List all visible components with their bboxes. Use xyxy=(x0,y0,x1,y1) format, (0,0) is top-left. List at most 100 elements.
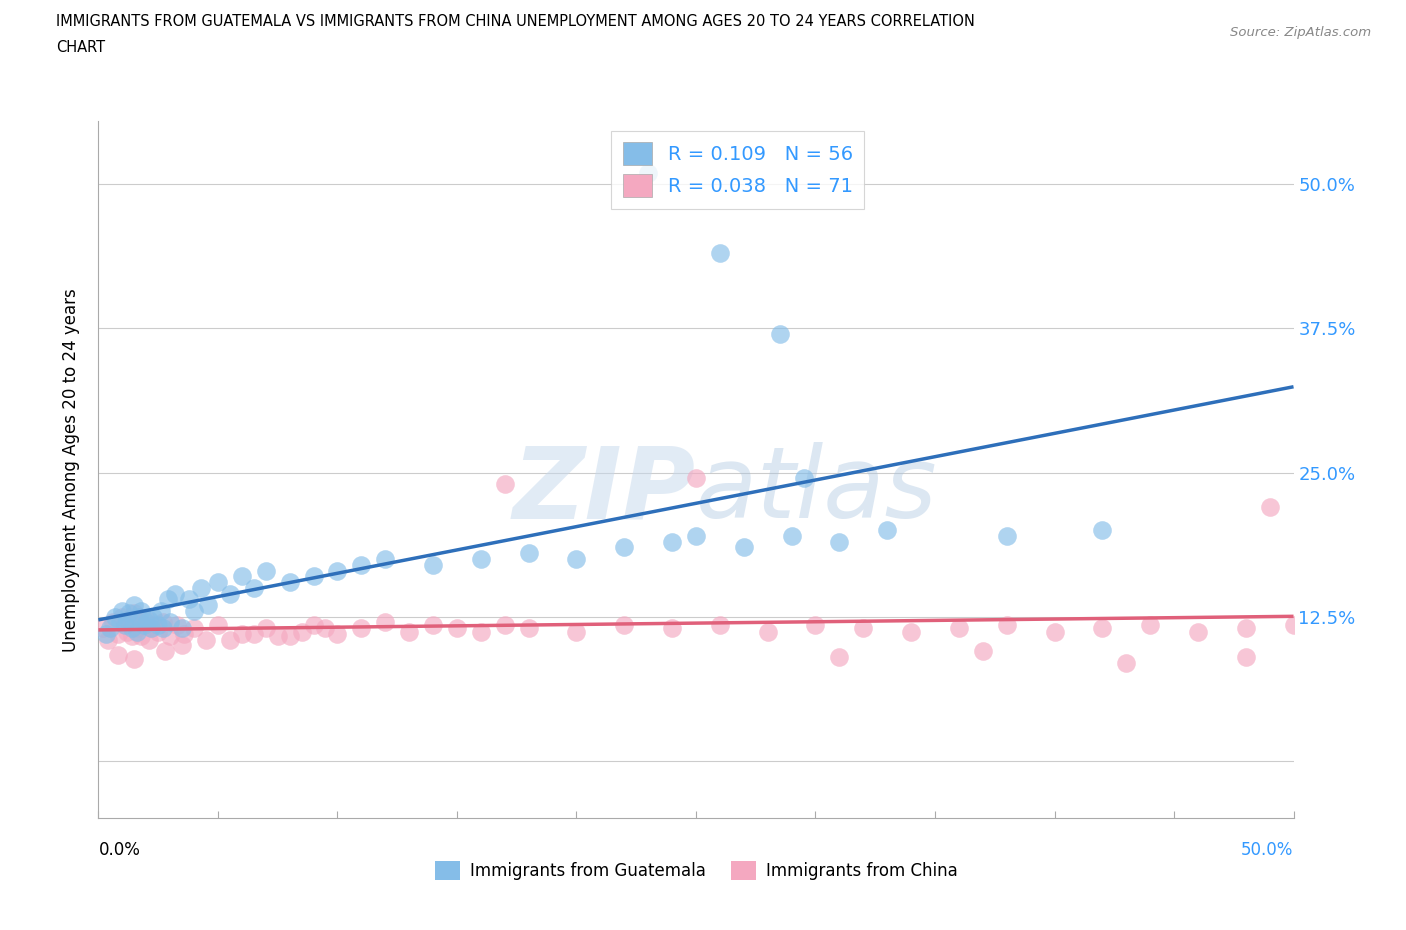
Y-axis label: Unemployment Among Ages 20 to 24 years: Unemployment Among Ages 20 to 24 years xyxy=(62,287,80,652)
Point xyxy=(422,557,444,572)
Point xyxy=(115,624,138,639)
Point xyxy=(124,598,146,613)
Point xyxy=(374,551,396,566)
Point xyxy=(107,647,129,662)
Point xyxy=(173,627,195,642)
Point xyxy=(172,638,194,653)
Point xyxy=(326,627,349,642)
Point xyxy=(97,632,120,647)
Point xyxy=(278,575,301,590)
Point xyxy=(138,613,160,628)
Point xyxy=(756,624,779,639)
Point xyxy=(517,546,540,561)
Point xyxy=(132,618,155,632)
Text: IMMIGRANTS FROM GUATEMALA VS IMMIGRANTS FROM CHINA UNEMPLOYMENT AMONG AGES 20 TO: IMMIGRANTS FROM GUATEMALA VS IMMIGRANTS … xyxy=(56,14,976,29)
Point xyxy=(124,652,146,667)
Point xyxy=(159,629,181,644)
Point xyxy=(125,620,148,635)
Point xyxy=(852,620,875,635)
Text: ZIP: ZIP xyxy=(513,442,696,539)
Point xyxy=(101,615,124,630)
Point xyxy=(148,618,170,632)
Point xyxy=(118,613,141,628)
Point xyxy=(350,557,373,572)
Point xyxy=(155,644,177,658)
Point xyxy=(302,569,325,584)
Point xyxy=(124,605,146,620)
Point xyxy=(1115,656,1137,671)
Point xyxy=(104,609,127,624)
Point xyxy=(219,586,242,601)
Point xyxy=(115,613,138,628)
Point xyxy=(163,586,186,601)
Point xyxy=(661,534,683,549)
Point xyxy=(637,166,659,180)
Point xyxy=(121,629,143,644)
Point xyxy=(111,604,134,618)
Point xyxy=(138,632,160,647)
Point xyxy=(768,326,790,341)
Point xyxy=(828,534,851,549)
Point xyxy=(166,618,188,632)
Point xyxy=(995,618,1018,632)
Point xyxy=(900,624,922,639)
Point xyxy=(446,620,468,635)
Point xyxy=(565,551,588,566)
Point xyxy=(135,615,157,630)
Point xyxy=(94,627,117,642)
Point xyxy=(108,615,131,630)
Point xyxy=(350,620,373,635)
Point xyxy=(231,627,253,642)
Point xyxy=(804,618,827,632)
Point xyxy=(613,540,636,555)
Point xyxy=(149,604,172,618)
Point xyxy=(197,598,219,613)
Point xyxy=(243,627,266,642)
Text: CHART: CHART xyxy=(56,40,105,55)
Point xyxy=(111,609,134,624)
Point xyxy=(291,624,314,639)
Point xyxy=(278,629,301,644)
Point xyxy=(148,624,170,639)
Point xyxy=(1091,620,1114,635)
Point xyxy=(494,618,516,632)
Point xyxy=(207,575,229,590)
Point xyxy=(494,476,516,491)
Point xyxy=(709,618,731,632)
Point xyxy=(326,563,349,578)
Point xyxy=(470,551,492,566)
Point xyxy=(131,604,153,618)
Point xyxy=(1234,649,1257,664)
Point xyxy=(613,618,636,632)
Point xyxy=(1091,523,1114,538)
Point xyxy=(828,649,851,664)
Point xyxy=(948,620,970,635)
Point xyxy=(179,591,201,606)
Point xyxy=(780,528,803,543)
Point xyxy=(470,624,492,639)
Point xyxy=(128,609,150,624)
Point xyxy=(152,620,174,635)
Point xyxy=(254,563,277,578)
Point xyxy=(114,618,136,632)
Point xyxy=(121,620,143,635)
Text: atlas: atlas xyxy=(696,442,938,539)
Point xyxy=(1187,624,1209,639)
Point xyxy=(565,624,588,639)
Point xyxy=(139,620,162,635)
Point xyxy=(1043,624,1066,639)
Point xyxy=(195,632,218,647)
Point xyxy=(219,632,242,647)
Point xyxy=(128,615,150,630)
Point xyxy=(183,620,205,635)
Point xyxy=(139,620,162,635)
Point xyxy=(1139,618,1161,632)
Point xyxy=(315,620,337,635)
Point xyxy=(132,618,155,632)
Point xyxy=(685,471,707,485)
Point xyxy=(118,605,141,620)
Point xyxy=(156,591,179,606)
Point xyxy=(972,644,994,658)
Legend: Immigrants from Guatemala, Immigrants from China: Immigrants from Guatemala, Immigrants fr… xyxy=(427,855,965,887)
Point xyxy=(302,618,325,632)
